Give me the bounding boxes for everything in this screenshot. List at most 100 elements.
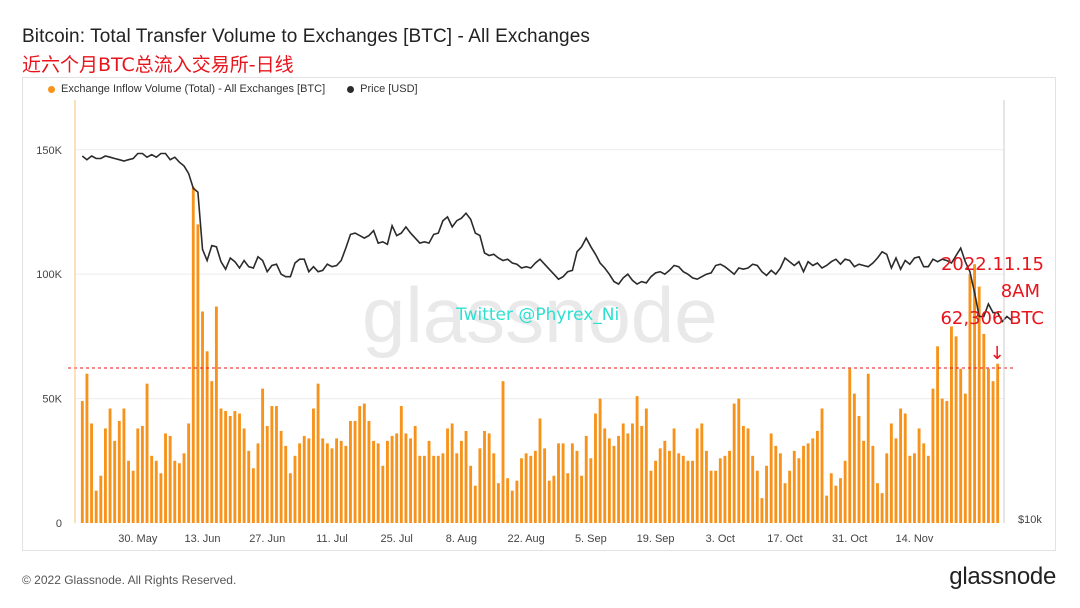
inflow-bar (815, 430, 819, 523)
inflow-bar (533, 450, 537, 523)
inflow-bar (469, 465, 473, 523)
legend-label-inflow: Exchange Inflow Volume (Total) - All Exc… (61, 83, 326, 95)
y-tick-label: 50K (42, 394, 62, 406)
inflow-bar (103, 428, 107, 523)
inflow-bar (524, 453, 528, 523)
inflow-bar (746, 428, 750, 523)
watermark-text: glassnode (362, 271, 718, 359)
inflow-bar (806, 443, 810, 523)
inflow-bar (506, 478, 510, 523)
inflow-bar (575, 450, 579, 523)
inflow-bar (945, 401, 949, 523)
y-axis-ticks: 0 50K 100K 150K (36, 145, 62, 530)
inflow-bar (894, 438, 898, 523)
inflow-bar (127, 460, 130, 523)
inflow-bar (982, 333, 986, 523)
inflow-bar (691, 460, 694, 523)
inflow-bar (797, 458, 801, 523)
inflow-bar (261, 388, 265, 523)
inflow-bar (164, 433, 167, 523)
inflow-bar (432, 455, 436, 523)
inflow-bar (422, 455, 426, 523)
inflow-bar (825, 495, 829, 523)
inflow-bar (182, 453, 186, 523)
legend-item-price[interactable]: Price [USD] (347, 83, 418, 95)
inflow-bar (788, 470, 792, 523)
inflow-bar (492, 453, 496, 523)
inflow-bar (908, 455, 912, 523)
inflow-bar (85, 373, 89, 523)
inflow-bar (515, 480, 519, 523)
inflow-bar (173, 460, 177, 523)
inflow-bar (358, 406, 362, 523)
inflow-bar (963, 393, 967, 523)
inflow-bar (589, 458, 593, 523)
inflow-bar (330, 448, 334, 523)
legend-item-inflow[interactable]: Exchange Inflow Volume (Total) - All Exc… (48, 83, 325, 95)
inflow-bar (288, 473, 292, 523)
inflow-bar (210, 381, 214, 523)
inflow-bar (547, 480, 551, 523)
inflow-bar (885, 453, 889, 523)
inflow-bar (150, 455, 154, 523)
inflow-bar (413, 425, 417, 523)
inflow-bar (880, 493, 884, 523)
inflow-bar (275, 406, 278, 523)
inflow-bar (769, 433, 773, 523)
inflow-bar (876, 483, 879, 523)
inflow-bar (159, 473, 163, 523)
inflow-bar (136, 428, 140, 523)
inflow-bar (644, 408, 648, 523)
inflow-bar (968, 274, 972, 523)
inflow-bar (496, 483, 500, 523)
inflow-bar (94, 490, 98, 523)
inflow-bar (677, 453, 681, 523)
inflow-bar (395, 433, 399, 523)
inflow-bar (649, 470, 653, 523)
x-axis-ticks: 30. May 13. Jun 27. Jun 11. Jul 25. Jul 8. Au… (118, 533, 934, 545)
inflow-bar (543, 448, 547, 523)
inflow-bar (404, 433, 408, 523)
x-tick-label: 8. Aug (446, 533, 477, 545)
inflow-bar (256, 443, 260, 523)
inflow-bar (321, 438, 325, 523)
inflow-bar (335, 438, 339, 523)
inflow-bar (279, 430, 283, 523)
inflow-bar (913, 453, 916, 523)
inflow-bar (834, 485, 838, 523)
inflow-bar (478, 448, 482, 523)
inflow-bar (783, 483, 787, 523)
inflow-bar (113, 440, 117, 523)
inflow-bar (552, 475, 556, 523)
inflow-bar (871, 445, 875, 523)
inflow-bar (732, 403, 736, 523)
inflow-bar (889, 423, 893, 523)
inflow-bar (820, 408, 824, 523)
inflow-bar (441, 453, 445, 523)
inflow-bar (700, 423, 704, 523)
inflow-bar (723, 455, 727, 523)
glassnode-logo[interactable]: glassnode (949, 563, 1056, 590)
inflow-bar (325, 443, 329, 523)
inflow-bar (117, 420, 121, 523)
inflow-bar (367, 420, 371, 523)
inflow-bar (483, 430, 486, 523)
inflow-bar (409, 438, 412, 523)
x-tick-label: 22. Aug (507, 533, 544, 545)
inflow-bar (381, 465, 385, 523)
inflow-bar (755, 470, 759, 523)
inflow-bar (427, 440, 431, 523)
inflow-bar (991, 381, 995, 523)
legend-dot-price (347, 85, 355, 93)
inflow-bar (219, 408, 223, 523)
inflow-bar (228, 416, 232, 523)
inflow-bar (852, 393, 856, 523)
footer-copyright: © 2022 Glassnode. All Rights Reserved. (22, 573, 237, 587)
inflow-bar (686, 460, 690, 523)
inflow-bar (617, 435, 621, 523)
inflow-bar (612, 445, 616, 523)
annotation-arrow: ↓ (989, 343, 1004, 364)
inflow-bar (857, 416, 861, 523)
inflow-bar (866, 373, 870, 523)
